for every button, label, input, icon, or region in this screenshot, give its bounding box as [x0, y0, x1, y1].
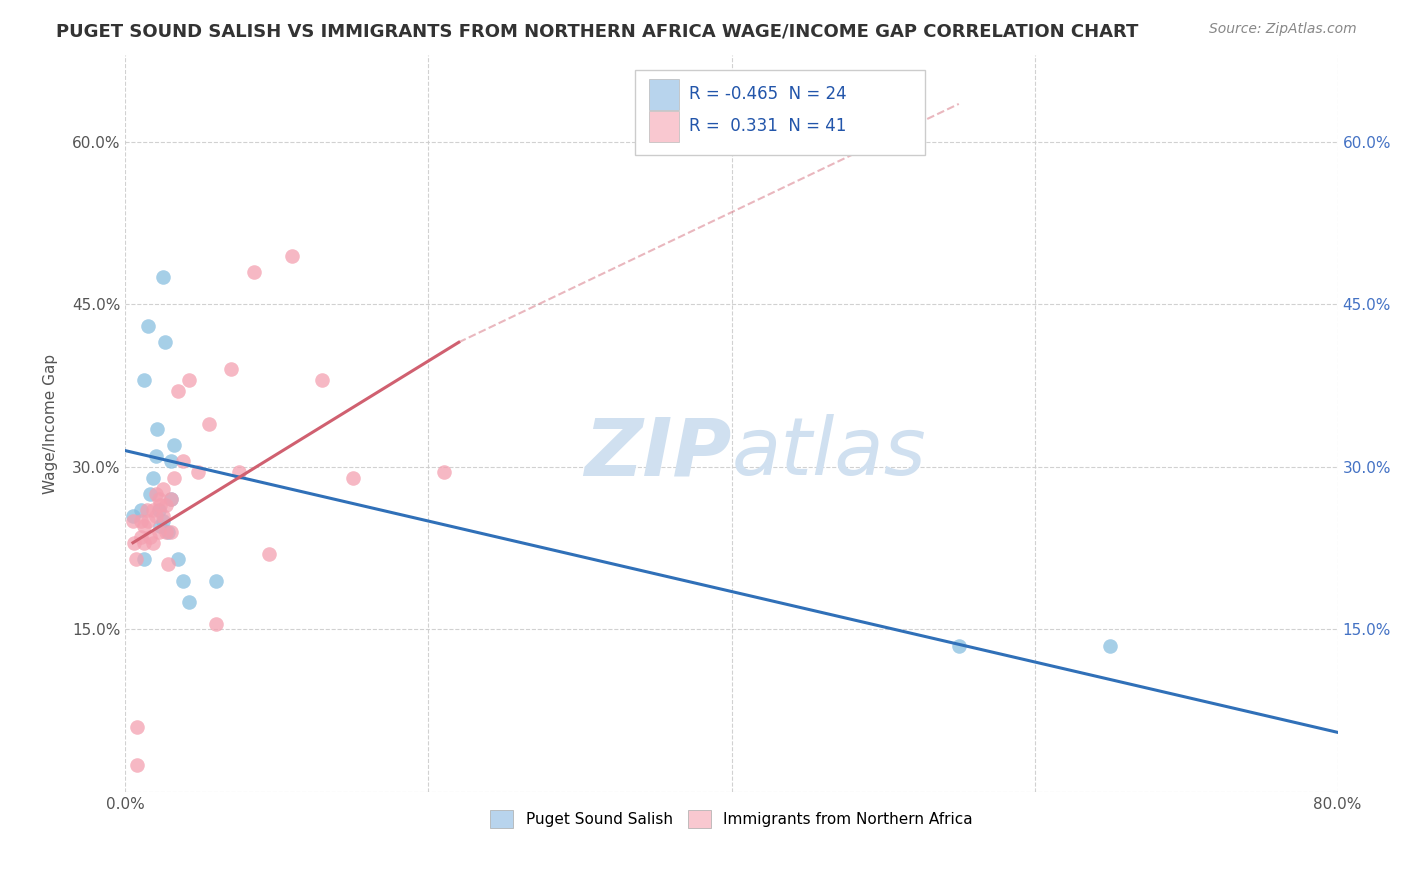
Point [142, 503, 165, 517]
Point [228, 465, 250, 479]
Text: PUGET SOUND SALISH VS IMMIGRANTS FROM NORTHERN AFRICA WAGE/INCOME GAP CORRELATIO: PUGET SOUND SALISH VS IMMIGRANTS FROM NO… [56, 22, 1139, 40]
Point [136, 514, 159, 528]
Point [160, 492, 183, 507]
Point [152, 270, 174, 285]
Point [160, 524, 183, 539]
Point [156, 558, 179, 572]
Point [342, 471, 364, 485]
Point [138, 530, 160, 544]
Point [155, 498, 177, 512]
Point [163, 471, 186, 485]
Text: atlas: atlas [731, 414, 927, 492]
Point [172, 454, 194, 468]
Point [259, 547, 281, 561]
FancyBboxPatch shape [650, 79, 679, 111]
Point [122, 508, 145, 523]
Point [127, 757, 149, 772]
Point [132, 373, 155, 387]
Point [148, 492, 170, 507]
Point [129, 530, 152, 544]
Point [221, 362, 243, 376]
Point [311, 373, 333, 387]
Point [152, 482, 174, 496]
Point [155, 524, 177, 539]
Point [205, 617, 228, 632]
Point [149, 519, 172, 533]
Point [132, 552, 155, 566]
Point [177, 373, 200, 387]
Point [205, 574, 228, 588]
Point [125, 552, 148, 566]
Point [177, 595, 200, 609]
Text: R =  0.331  N = 41: R = 0.331 N = 41 [689, 117, 846, 135]
Point [152, 508, 174, 523]
Point [132, 519, 155, 533]
Point [145, 487, 167, 501]
Point [136, 319, 159, 334]
Point [148, 503, 170, 517]
Point [948, 639, 970, 653]
Point [187, 465, 209, 479]
Text: Source: ZipAtlas.com: Source: ZipAtlas.com [1209, 22, 1357, 37]
Point [146, 422, 169, 436]
Point [167, 552, 190, 566]
Point [129, 514, 152, 528]
Point [138, 487, 160, 501]
Point [1099, 639, 1122, 653]
Point [127, 720, 149, 734]
Y-axis label: Wage/Income Gap: Wage/Income Gap [44, 353, 58, 493]
Point [135, 503, 157, 517]
Point [167, 384, 190, 398]
Point [149, 498, 172, 512]
Point [129, 503, 152, 517]
Point [160, 492, 183, 507]
Point [132, 535, 155, 549]
Point [243, 265, 266, 279]
Point [142, 535, 165, 549]
Text: R = -0.465  N = 24: R = -0.465 N = 24 [689, 86, 846, 103]
Point [153, 335, 176, 350]
Point [145, 449, 167, 463]
Point [152, 514, 174, 528]
Point [163, 438, 186, 452]
Point [160, 454, 183, 468]
Point [197, 417, 219, 431]
Point [148, 524, 170, 539]
Point [281, 249, 304, 263]
Point [122, 514, 145, 528]
Point [172, 574, 194, 588]
FancyBboxPatch shape [650, 112, 679, 142]
Point [142, 471, 165, 485]
FancyBboxPatch shape [634, 70, 925, 154]
Point [124, 535, 146, 549]
Point [432, 465, 454, 479]
Text: ZIP: ZIP [583, 414, 731, 492]
Point [145, 508, 167, 523]
Point [156, 524, 179, 539]
Legend: Puget Sound Salish, Immigrants from Northern Africa: Puget Sound Salish, Immigrants from Nort… [482, 802, 980, 836]
